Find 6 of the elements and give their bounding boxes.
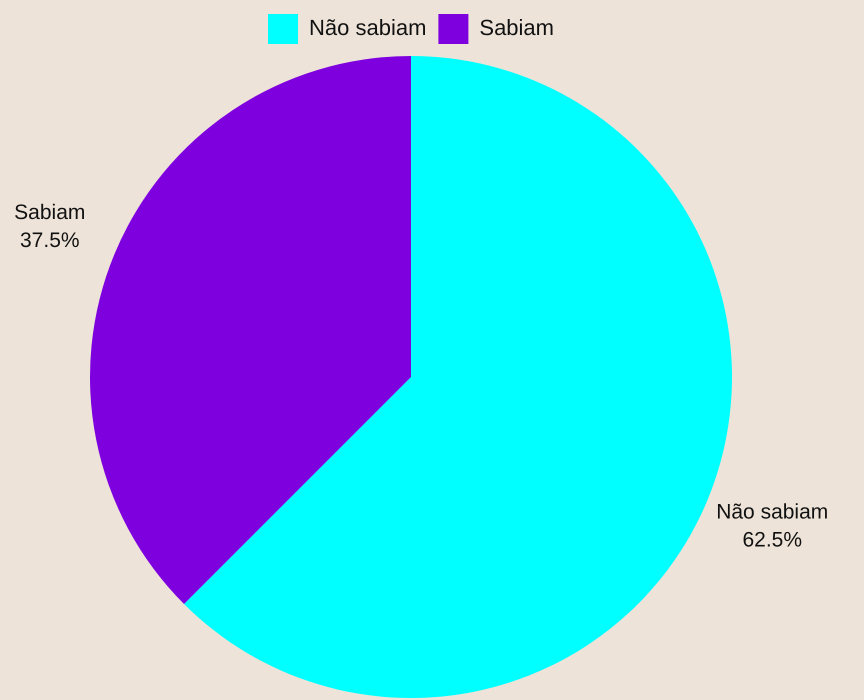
- legend-label: Não sabiam: [309, 15, 426, 40]
- data-label: 37.5%: [20, 229, 80, 252]
- slice-label: Sabiam: [14, 201, 86, 224]
- data-label: 62.5%: [742, 528, 802, 552]
- legend-label: Sabiam: [479, 15, 554, 40]
- slice-label: Não sabiam: [716, 500, 828, 524]
